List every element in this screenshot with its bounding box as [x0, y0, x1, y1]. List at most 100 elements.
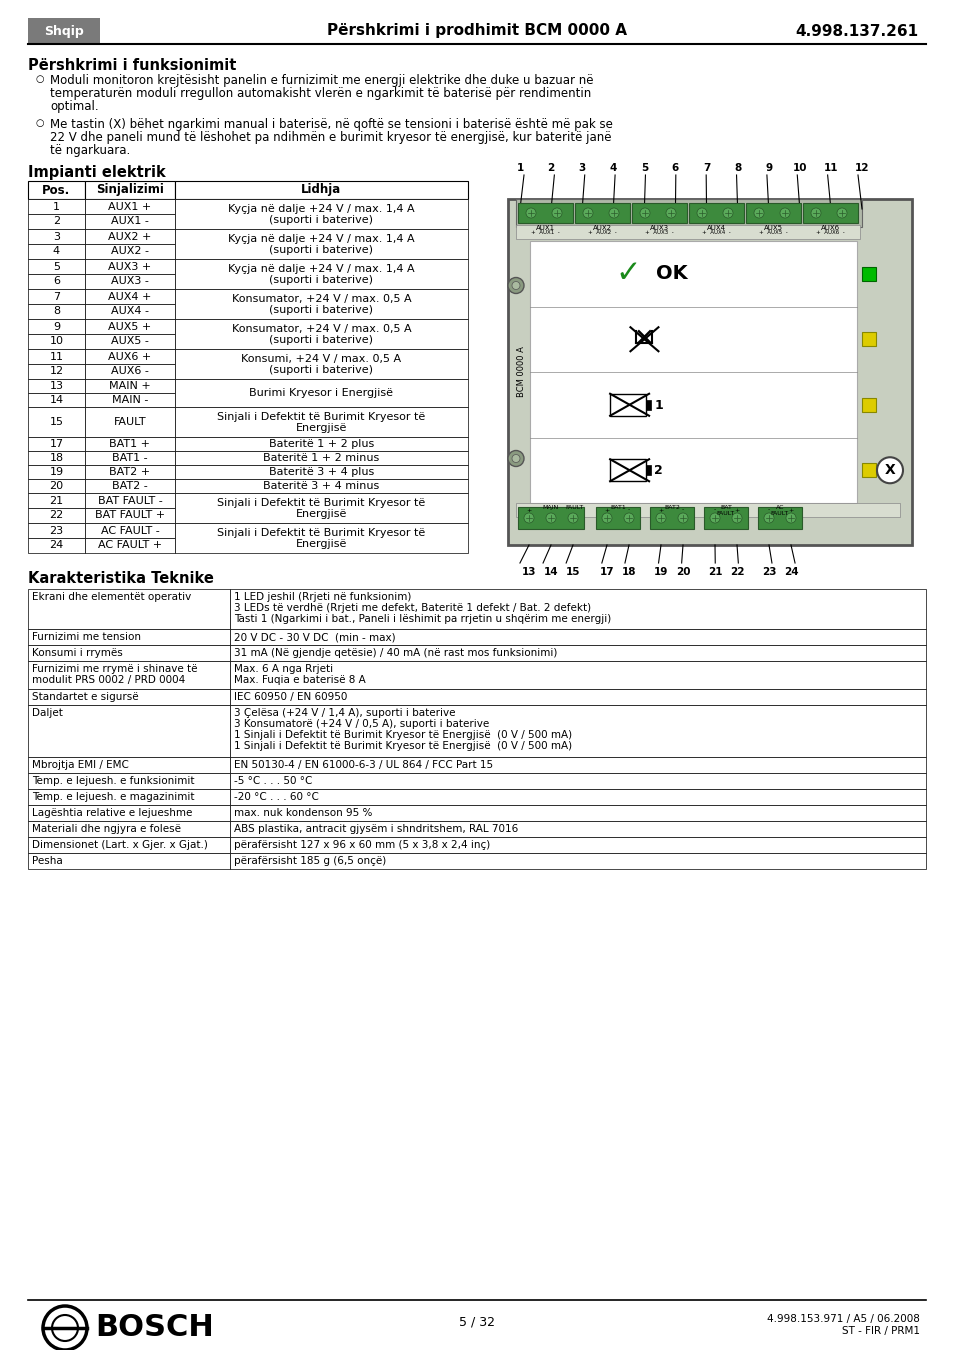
Bar — [230, 837, 925, 853]
Bar — [28, 198, 85, 215]
Text: AUX3 +: AUX3 + — [109, 262, 152, 271]
Bar — [645, 400, 650, 410]
Bar — [174, 479, 468, 493]
Text: (suporti i baterive): (suporti i baterive) — [269, 244, 374, 255]
Text: AUX6 -: AUX6 - — [111, 366, 149, 377]
Text: 14: 14 — [543, 567, 558, 576]
Circle shape — [43, 1305, 87, 1350]
Text: 10: 10 — [792, 163, 806, 173]
Text: 15: 15 — [565, 567, 579, 576]
Text: ✓: ✓ — [615, 259, 640, 289]
Bar — [28, 393, 85, 406]
Bar — [28, 539, 85, 553]
Bar — [28, 705, 230, 757]
Text: 1 LED jeshil (Rrjeti në funksionim): 1 LED jeshil (Rrjeti në funksionim) — [233, 593, 411, 602]
Bar — [596, 508, 639, 529]
Bar — [230, 645, 925, 662]
Bar — [28, 837, 230, 853]
Text: 4.998.137.261: 4.998.137.261 — [794, 23, 917, 39]
Text: 10: 10 — [50, 336, 64, 347]
Bar — [85, 379, 174, 393]
Text: Sinjali i Defektit të Burimit Kryesor të: Sinjali i Defektit të Burimit Kryesor të — [217, 528, 425, 539]
Text: Lidhja: Lidhja — [301, 184, 341, 197]
Text: 2: 2 — [52, 216, 60, 227]
Bar — [28, 821, 230, 837]
Text: 12: 12 — [50, 366, 64, 377]
Text: 14: 14 — [50, 396, 64, 405]
Text: Daljet: Daljet — [32, 707, 63, 718]
Text: AUX3 -: AUX3 - — [111, 277, 149, 286]
Text: AUX3: AUX3 — [649, 225, 668, 231]
Bar — [85, 364, 174, 379]
Text: AUX5: AUX5 — [763, 225, 782, 231]
Bar — [28, 259, 85, 274]
Text: BAT1 +: BAT1 + — [110, 439, 151, 450]
Text: 23: 23 — [50, 525, 64, 536]
Text: Mbrojtja EMI / EMC: Mbrojtja EMI / EMC — [32, 760, 129, 770]
Bar — [85, 198, 174, 215]
Text: Ekrani dhe elementët operativ: Ekrani dhe elementët operativ — [32, 593, 191, 602]
Bar — [28, 508, 85, 522]
Text: 20: 20 — [50, 481, 64, 491]
Bar — [85, 319, 174, 333]
Bar — [85, 181, 174, 198]
Bar — [230, 688, 925, 705]
Circle shape — [512, 282, 519, 289]
Bar — [85, 539, 174, 553]
Text: Konsumi, +24 V / max. 0,5 A: Konsumi, +24 V / max. 0,5 A — [241, 354, 401, 364]
Text: Moduli monitoron krejtësisht panelin e furnizimit me energji elektrike dhe duke : Moduli monitoron krejtësisht panelin e f… — [50, 74, 593, 86]
Bar — [230, 853, 925, 869]
Text: ABS plastika, antracit gjysëm i shndritshem, RAL 7016: ABS plastika, antracit gjysëm i shndrits… — [233, 824, 517, 834]
Circle shape — [523, 513, 534, 522]
Text: Kyçja në dalje +24 V / max. 1,4 A: Kyçja në dalje +24 V / max. 1,4 A — [228, 234, 415, 244]
Text: 21: 21 — [50, 495, 64, 505]
Bar — [174, 289, 468, 319]
Bar — [862, 332, 875, 346]
Text: -20 °C . . . 60 °C: -20 °C . . . 60 °C — [233, 792, 318, 802]
Text: Dimensionet (Lart. x Gjer. x Gjat.): Dimensionet (Lart. x Gjer. x Gjat.) — [32, 840, 208, 850]
Text: Max. Fuqia e baterisë 8 A: Max. Fuqia e baterisë 8 A — [233, 675, 365, 684]
Bar — [85, 259, 174, 274]
Bar — [174, 230, 468, 259]
Bar — [28, 18, 100, 45]
Circle shape — [608, 208, 618, 217]
Text: 3: 3 — [53, 231, 60, 242]
Circle shape — [731, 513, 741, 522]
Text: 15: 15 — [50, 417, 64, 427]
Bar — [28, 464, 85, 479]
Text: 21: 21 — [707, 567, 721, 576]
Text: Sinjali i Defektit të Burimit Kryesor të: Sinjali i Defektit të Burimit Kryesor të — [217, 412, 425, 423]
Text: Konsumator, +24 V / max. 0,5 A: Konsumator, +24 V / max. 0,5 A — [232, 294, 411, 304]
Bar — [517, 508, 583, 529]
Circle shape — [601, 513, 612, 522]
Bar — [28, 364, 85, 379]
Text: 12: 12 — [854, 163, 868, 173]
Circle shape — [507, 278, 523, 293]
Text: BAT1: BAT1 — [610, 505, 625, 510]
Text: AUX2: AUX2 — [593, 225, 612, 231]
Text: max. nuk kondenson 95 %: max. nuk kondenson 95 % — [233, 809, 372, 818]
Text: +  AUX4  -: + AUX4 - — [701, 230, 730, 235]
Text: +: + — [734, 508, 739, 513]
Bar — [174, 198, 468, 230]
Text: 1: 1 — [516, 163, 523, 173]
Bar — [688, 202, 743, 223]
Bar — [862, 463, 875, 478]
Text: +  AUX3  -: + AUX3 - — [644, 230, 673, 235]
Bar — [174, 451, 468, 464]
Bar — [28, 319, 85, 333]
Circle shape — [582, 208, 593, 217]
Text: Temp. e lejuesh. e magazinimit: Temp. e lejuesh. e magazinimit — [32, 792, 194, 802]
Circle shape — [507, 451, 523, 467]
Text: ○: ○ — [36, 117, 45, 128]
Text: BCM 0000 A: BCM 0000 A — [517, 347, 526, 397]
Text: +: + — [604, 508, 609, 513]
Bar — [28, 853, 230, 869]
Text: 24: 24 — [50, 540, 64, 551]
Text: 5: 5 — [53, 262, 60, 271]
Text: AUX5 -: AUX5 - — [111, 336, 149, 347]
Bar — [28, 774, 230, 788]
Text: AC FAULT +: AC FAULT + — [98, 540, 162, 551]
Text: BAT FAULT +: BAT FAULT + — [95, 510, 165, 521]
Text: AUX4: AUX4 — [706, 225, 725, 231]
